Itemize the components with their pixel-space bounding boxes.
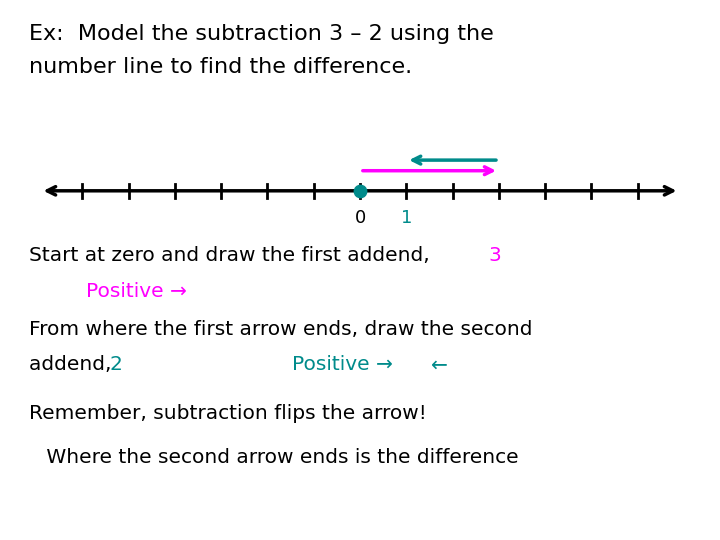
Text: Start at zero and draw the first addend,: Start at zero and draw the first addend,	[29, 246, 436, 265]
Text: Positive →: Positive →	[292, 355, 392, 374]
Point	[354, 186, 366, 195]
Text: 2: 2	[109, 355, 122, 374]
Text: Remember, subtraction flips the arrow!: Remember, subtraction flips the arrow!	[29, 404, 426, 423]
Text: 3: 3	[488, 246, 501, 265]
Text: Where the second arrow ends is the difference: Where the second arrow ends is the diffe…	[40, 448, 518, 467]
Text: addend,: addend,	[29, 355, 117, 374]
Text: Ex:  Model the subtraction 3 – 2 using the: Ex: Model the subtraction 3 – 2 using th…	[29, 24, 493, 44]
Text: number line to find the difference.: number line to find the difference.	[29, 57, 412, 77]
Text: 1: 1	[400, 209, 412, 227]
Text: Positive →: Positive →	[86, 282, 187, 301]
Text: ←: ←	[431, 355, 447, 374]
Text: From where the first arrow ends, draw the second: From where the first arrow ends, draw th…	[29, 320, 532, 339]
Text: 0: 0	[354, 209, 366, 227]
